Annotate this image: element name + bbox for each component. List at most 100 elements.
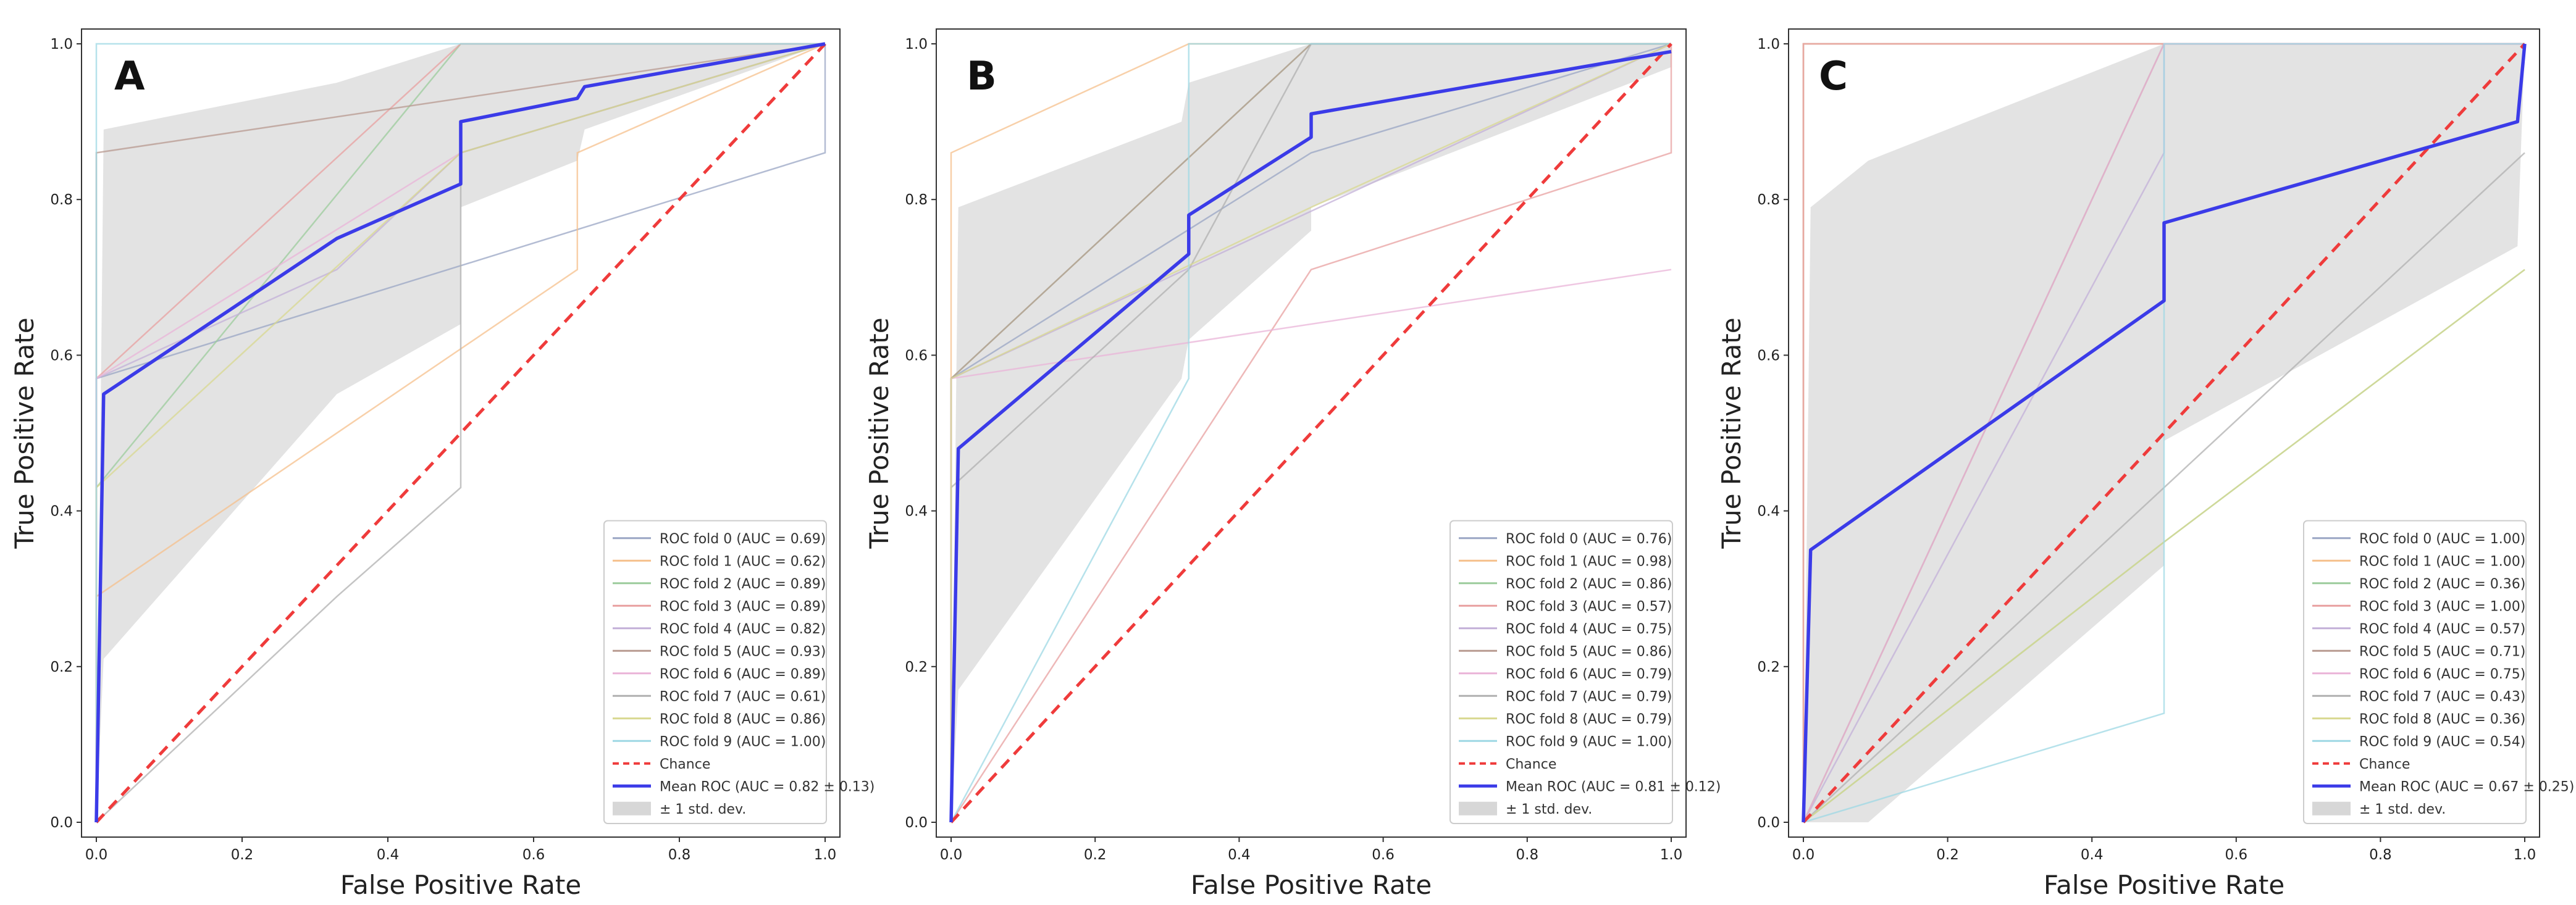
legend-label-chance: Chance bbox=[2359, 757, 2410, 772]
legend-label-fold-2: ROC fold 2 (AUC = 0.86) bbox=[1506, 577, 1672, 592]
legend-label-fold-3: ROC fold 3 (AUC = 0.89) bbox=[660, 599, 826, 614]
legend-label-fold-5: ROC fold 5 (AUC = 0.86) bbox=[1506, 644, 1672, 659]
legend-label-fold-7: ROC fold 7 (AUC = 0.43) bbox=[2359, 689, 2525, 704]
legend-label-fold-0: ROC fold 0 (AUC = 0.76) bbox=[1506, 532, 1672, 547]
x-tick-label: 0.8 bbox=[2369, 847, 2392, 863]
x-tick-label: 0.2 bbox=[1936, 847, 1959, 863]
legend-label-fold-4: ROC fold 4 (AUC = 0.75) bbox=[1506, 622, 1672, 637]
legend-label-fold-0: ROC fold 0 (AUC = 1.00) bbox=[2359, 532, 2525, 547]
y-axis-title: True Positive Rate bbox=[9, 317, 40, 549]
legend-swatch-band bbox=[1459, 801, 1497, 815]
x-tick-label: 0.6 bbox=[2225, 847, 2248, 863]
y-tick-label: 0.0 bbox=[50, 815, 73, 831]
roc-fold-9-line bbox=[95, 43, 825, 822]
y-tick-label: 0.4 bbox=[905, 504, 928, 520]
legend-label-chance: Chance bbox=[1506, 757, 1556, 772]
mean-roc-line bbox=[1802, 43, 2527, 823]
x-tick-label: 0.4 bbox=[1228, 847, 1251, 863]
x-tick-label: 0.6 bbox=[522, 847, 545, 863]
y-tick-label: 1.0 bbox=[1757, 36, 1780, 52]
legend-label-fold-1: ROC fold 1 (AUC = 1.00) bbox=[2359, 554, 2525, 569]
x-tick-label: 1.0 bbox=[2514, 847, 2536, 863]
legend-label-fold-8: ROC fold 8 (AUC = 0.86) bbox=[660, 712, 826, 727]
legend-label-fold-6: ROC fold 6 (AUC = 0.89) bbox=[660, 667, 826, 682]
y-tick-label: 0.8 bbox=[905, 192, 928, 208]
chance-line bbox=[950, 43, 1672, 824]
y-tick-label: 1.0 bbox=[905, 36, 928, 52]
x-tick-label: 1.0 bbox=[814, 847, 837, 863]
y-tick-label: 0.2 bbox=[905, 659, 928, 675]
legend-label-fold-5: ROC fold 5 (AUC = 0.71) bbox=[2359, 644, 2525, 659]
legend: ROC fold 0 (AUC = 1.00) ROC fold 1 (AUC =… bbox=[2303, 520, 2574, 824]
legend-box bbox=[603, 520, 827, 824]
mean-roc-line bbox=[94, 42, 826, 823]
legend-label-band: ± 1 std. dev. bbox=[1506, 802, 1592, 817]
chance-line bbox=[95, 43, 826, 824]
legend-box bbox=[1450, 520, 1673, 824]
legend-label-fold-7: ROC fold 7 (AUC = 0.61) bbox=[660, 689, 826, 704]
std-dev-band bbox=[96, 44, 825, 822]
legend-label-fold-3: ROC fold 3 (AUC = 1.00) bbox=[2359, 599, 2525, 614]
plot-frame bbox=[936, 28, 1687, 838]
x-axis-title: False Positive Rate bbox=[2044, 870, 2284, 900]
x-tick-label: 1.0 bbox=[1660, 847, 1683, 863]
legend-box bbox=[2303, 520, 2527, 824]
legend-label-mean: Mean ROC (AUC = 0.82 ± 0.13) bbox=[660, 779, 875, 794]
legend-label-fold-5: ROC fold 5 (AUC = 0.93) bbox=[660, 644, 826, 659]
legend-label-fold-6: ROC fold 6 (AUC = 0.79) bbox=[1506, 667, 1672, 682]
legend-label-fold-1: ROC fold 1 (AUC = 0.98) bbox=[1506, 554, 1672, 569]
y-tick-label: 0.4 bbox=[1757, 504, 1780, 520]
legend-label-fold-4: ROC fold 4 (AUC = 0.57) bbox=[2359, 622, 2525, 637]
y-tick-label: 0.2 bbox=[50, 659, 73, 675]
legend-label-fold-1: ROC fold 1 (AUC = 0.62) bbox=[660, 554, 826, 569]
x-tick-label: 0.4 bbox=[377, 847, 400, 863]
roc-fold-9-line bbox=[1803, 43, 2525, 824]
y-tick-label: 0.6 bbox=[1757, 348, 1780, 364]
roc-panel-a: 0.0 0.0 0.2 0.2 0.4 0.4 0.6 0.6 0.8 0.8 1.0 1.0 Fals… bbox=[9, 28, 875, 900]
y-tick-label: 0.6 bbox=[905, 348, 928, 364]
legend-label-fold-6: ROC fold 6 (AUC = 0.75) bbox=[2359, 667, 2525, 682]
x-tick-label: 0.0 bbox=[1792, 847, 1815, 863]
x-tick-label: 0.2 bbox=[1084, 847, 1107, 863]
chance-line bbox=[1802, 43, 2526, 824]
y-axis-title: True Positive Rate bbox=[864, 317, 894, 549]
y-tick-label: 1.0 bbox=[50, 36, 73, 52]
panel-label: A bbox=[114, 54, 145, 99]
roc-panel-c: 0.0 0.0 0.2 0.2 0.4 0.4 0.6 0.6 0.8 0.8 1.0 1.0 Fals… bbox=[1716, 28, 2574, 900]
x-axis-title: False Positive Rate bbox=[1191, 870, 1432, 900]
legend: ROC fold 0 (AUC = 0.69) ROC fold 1 (AUC =… bbox=[603, 520, 875, 824]
legend-label-chance: Chance bbox=[660, 757, 710, 772]
x-tick-label: 0.0 bbox=[940, 847, 963, 863]
x-tick-label: 0.4 bbox=[2081, 847, 2104, 863]
legend-label-fold-3: ROC fold 3 (AUC = 0.57) bbox=[1506, 599, 1672, 614]
legend-label-band: ± 1 std. dev. bbox=[660, 802, 746, 817]
legend-label-fold-9: ROC fold 9 (AUC = 1.00) bbox=[660, 734, 826, 749]
legend-label-mean: Mean ROC (AUC = 0.67 ± 0.25) bbox=[2359, 779, 2574, 794]
panel-label: C bbox=[1819, 54, 1848, 99]
y-tick-label: 0.4 bbox=[50, 504, 73, 520]
legend-label-fold-4: ROC fold 4 (AUC = 0.82) bbox=[660, 622, 826, 637]
x-tick-label: 0.8 bbox=[668, 847, 691, 863]
x-tick-label: 0.0 bbox=[85, 847, 108, 863]
mean-roc-line bbox=[949, 49, 1672, 823]
legend: ROC fold 0 (AUC = 0.76) ROC fold 1 (AUC =… bbox=[1450, 520, 1721, 824]
roc-fold-3-line bbox=[950, 44, 1672, 823]
roc-fold-8-line bbox=[950, 43, 1672, 822]
y-axis-title: True Positive Rate bbox=[1716, 317, 1747, 549]
legend-label-fold-8: ROC fold 8 (AUC = 0.79) bbox=[1506, 712, 1672, 727]
y-tick-label: 0.8 bbox=[1757, 192, 1780, 208]
legend-label-band: ± 1 std. dev. bbox=[2359, 802, 2446, 817]
legend-label-mean: Mean ROC (AUC = 0.81 ± 0.12) bbox=[1506, 779, 1721, 794]
legend-label-fold-9: ROC fold 9 (AUC = 1.00) bbox=[1506, 734, 1672, 749]
x-tick-label: 0.2 bbox=[231, 847, 254, 863]
plot-frame bbox=[1788, 28, 2540, 838]
legend-label-fold-9: ROC fold 9 (AUC = 0.54) bbox=[2359, 734, 2525, 749]
legend-label-fold-2: ROC fold 2 (AUC = 0.36) bbox=[2359, 577, 2525, 592]
y-tick-label: 0.0 bbox=[905, 815, 928, 831]
roc-panel-b: 0.0 0.0 0.2 0.2 0.4 0.4 0.6 0.6 0.8 0.8 1.0 1.0 Fals… bbox=[864, 28, 1721, 900]
legend-label-fold-8: ROC fold 8 (AUC = 0.36) bbox=[2359, 712, 2525, 727]
plot-frame bbox=[81, 28, 841, 838]
legend-label-fold-2: ROC fold 2 (AUC = 0.89) bbox=[660, 577, 826, 592]
legend-swatch-band bbox=[613, 801, 651, 815]
y-tick-label: 0.6 bbox=[50, 348, 73, 364]
